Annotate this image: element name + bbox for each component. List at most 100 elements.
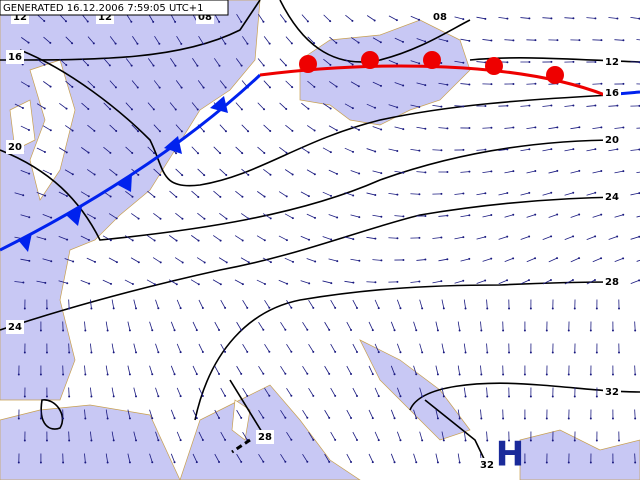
wind-arrow-head	[218, 64, 221, 67]
wind-arrow-head	[545, 373, 548, 376]
wind-arrow-head	[490, 39, 493, 42]
wind-arrow-head	[551, 307, 554, 310]
wind-arrow	[36, 191, 46, 197]
wind-arrow	[570, 214, 580, 218]
wind-arrow-head	[90, 439, 93, 442]
pressure-center: H	[496, 435, 524, 475]
wind-arrow-head	[506, 235, 509, 238]
wind-arrow	[263, 124, 271, 132]
wind-arrow	[170, 409, 175, 419]
wind-arrow-head	[180, 86, 183, 89]
wind-arrow-head	[622, 213, 625, 216]
wind-arrow	[372, 126, 382, 130]
wind-arrow-head	[157, 351, 160, 354]
wind-arrow	[127, 453, 131, 463]
wind-arrow-head	[224, 306, 227, 309]
wind-arrow-head	[285, 195, 288, 198]
wind-arrow	[366, 192, 376, 196]
wind-arrow	[212, 235, 221, 241]
wind-arrow	[102, 279, 112, 285]
wind-arrow-head	[49, 129, 52, 132]
wind-arrow	[125, 58, 132, 66]
wind-arrow-head	[195, 329, 198, 332]
wind-arrow-head	[616, 148, 619, 151]
wind-arrow-head	[71, 129, 74, 132]
wind-arrow-head	[39, 373, 42, 376]
wind-arrow-head	[196, 64, 199, 67]
wind-arrow	[105, 453, 109, 463]
wind-arrow-head	[196, 108, 199, 111]
wind-arrow	[127, 321, 131, 331]
wind-arrow	[300, 235, 310, 241]
wind-arrow-head	[203, 174, 206, 177]
wind-arrow-head	[109, 151, 112, 154]
wind-arrow	[109, 168, 117, 176]
wind-arrow	[432, 104, 442, 108]
wind-arrow	[280, 409, 286, 419]
wind-arrow	[190, 279, 199, 285]
wind-arrow-head	[622, 39, 625, 42]
wind-arrow-head	[241, 152, 244, 155]
wind-arrow-head	[308, 282, 311, 285]
wind-arrow	[564, 192, 574, 196]
wind-arrow	[388, 59, 398, 65]
wind-arrow	[235, 190, 243, 198]
wind-arrow-head	[572, 60, 575, 63]
wind-arrow-head	[128, 329, 131, 332]
wind-arrow-head	[290, 350, 293, 353]
wind-arrow	[131, 80, 139, 88]
wind-arrow	[323, 58, 331, 66]
wind-arrow	[218, 257, 227, 263]
wind-arrow-head	[462, 236, 465, 239]
wind-arrow-head	[291, 173, 294, 176]
wind-arrow	[286, 387, 292, 397]
wind-arrow	[169, 102, 177, 110]
wind-arrow-head	[351, 107, 354, 110]
wind-arrow	[198, 387, 204, 397]
wind-arrow-head	[556, 257, 559, 260]
wind-arrow	[346, 409, 352, 419]
wind-arrow	[125, 190, 133, 198]
wind-arrow	[457, 365, 461, 375]
wind-arrow-head	[158, 86, 161, 89]
wind-arrow-head	[21, 107, 24, 110]
wind-arrow	[352, 299, 358, 309]
wind-arrow-head	[440, 149, 443, 152]
wind-arrow	[498, 149, 508, 151]
wind-arrow	[307, 80, 315, 88]
wind-arrow	[111, 343, 115, 353]
wind-arrow	[214, 409, 220, 419]
wind-arrow-head	[490, 126, 493, 129]
wind-arrow	[169, 235, 177, 241]
wind-arrow	[390, 365, 395, 375]
wind-arrow	[192, 453, 198, 463]
wind-arrow	[147, 146, 155, 154]
wind-arrow-head	[351, 63, 354, 66]
wind-arrow	[388, 148, 398, 152]
wind-arrow	[264, 299, 270, 309]
wind-arrow	[87, 36, 95, 44]
wind-arrow	[372, 37, 382, 43]
wind-arrow	[301, 102, 309, 110]
wind-arrow	[390, 409, 395, 419]
wind-arrow-head	[622, 257, 625, 260]
wind-arrow-head	[246, 350, 249, 353]
wind-arrow	[413, 453, 417, 463]
baltic-sea	[299, 19, 471, 126]
wind-arrow-head	[350, 416, 353, 419]
wind-arrow	[175, 168, 183, 176]
wind-arrow-head	[458, 417, 461, 420]
wind-arrow	[58, 280, 68, 284]
wind-arrow-head	[23, 351, 26, 354]
wind-arrow-head	[484, 235, 487, 238]
wind-arrow	[416, 82, 426, 86]
wind-arrow	[307, 36, 315, 44]
wind-arrow-head	[402, 84, 405, 87]
wind-arrow	[59, 58, 67, 66]
wind-arrow-head	[572, 235, 575, 238]
wind-arrow	[394, 82, 404, 86]
wind-arrow	[630, 149, 640, 151]
wind-arrow	[14, 103, 24, 109]
wind-arrow-head	[307, 107, 310, 110]
wind-arrow	[191, 235, 199, 241]
